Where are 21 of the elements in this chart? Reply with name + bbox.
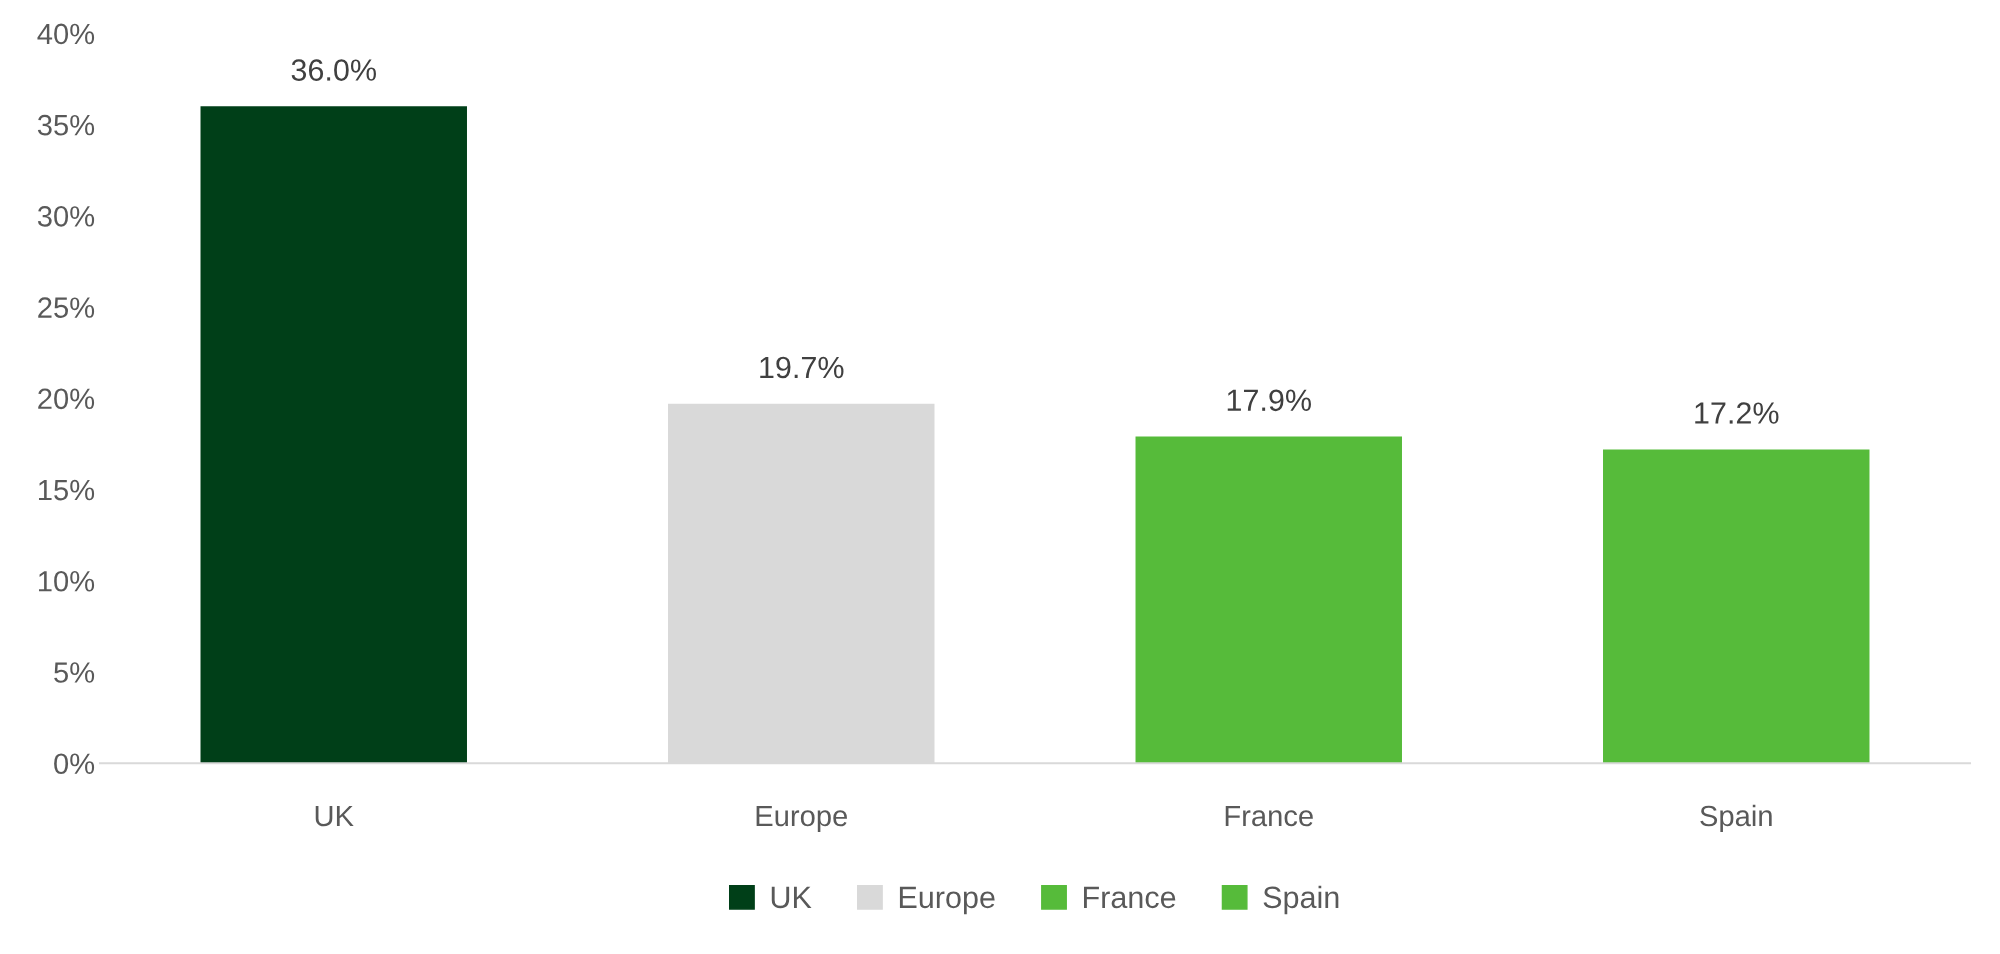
y-tick-label: 10%	[38, 570, 95, 592]
y-tick-label: 20%	[38, 388, 95, 410]
y-tick-label: 25%	[38, 297, 95, 318]
legend-label: France	[1084, 886, 1176, 909]
data-label: 17.2%	[1695, 402, 1779, 424]
x-tick-label: Spain	[1700, 804, 1772, 833]
legend-label: UK	[771, 886, 812, 909]
legend-label: Europe	[899, 886, 995, 915]
y-tick-label: 30%	[37, 206, 95, 227]
x-tick-label: France	[1225, 805, 1313, 827]
data-label: 36.0%	[291, 59, 376, 81]
data-label: 17.9%	[1227, 389, 1311, 412]
legend-label: Spain	[1263, 885, 1339, 915]
y-tick-label: 0%	[54, 753, 95, 775]
y-tick-label: 5%	[54, 662, 95, 683]
y-tick-label: 35%	[37, 114, 95, 136]
x-tick-label: UK	[315, 805, 354, 827]
x-tick-label: Europe	[756, 805, 847, 833]
y-tick-label: 40%	[37, 23, 95, 45]
y-tick-label: 15%	[38, 479, 95, 501]
data-label: 19.7%	[760, 356, 844, 379]
